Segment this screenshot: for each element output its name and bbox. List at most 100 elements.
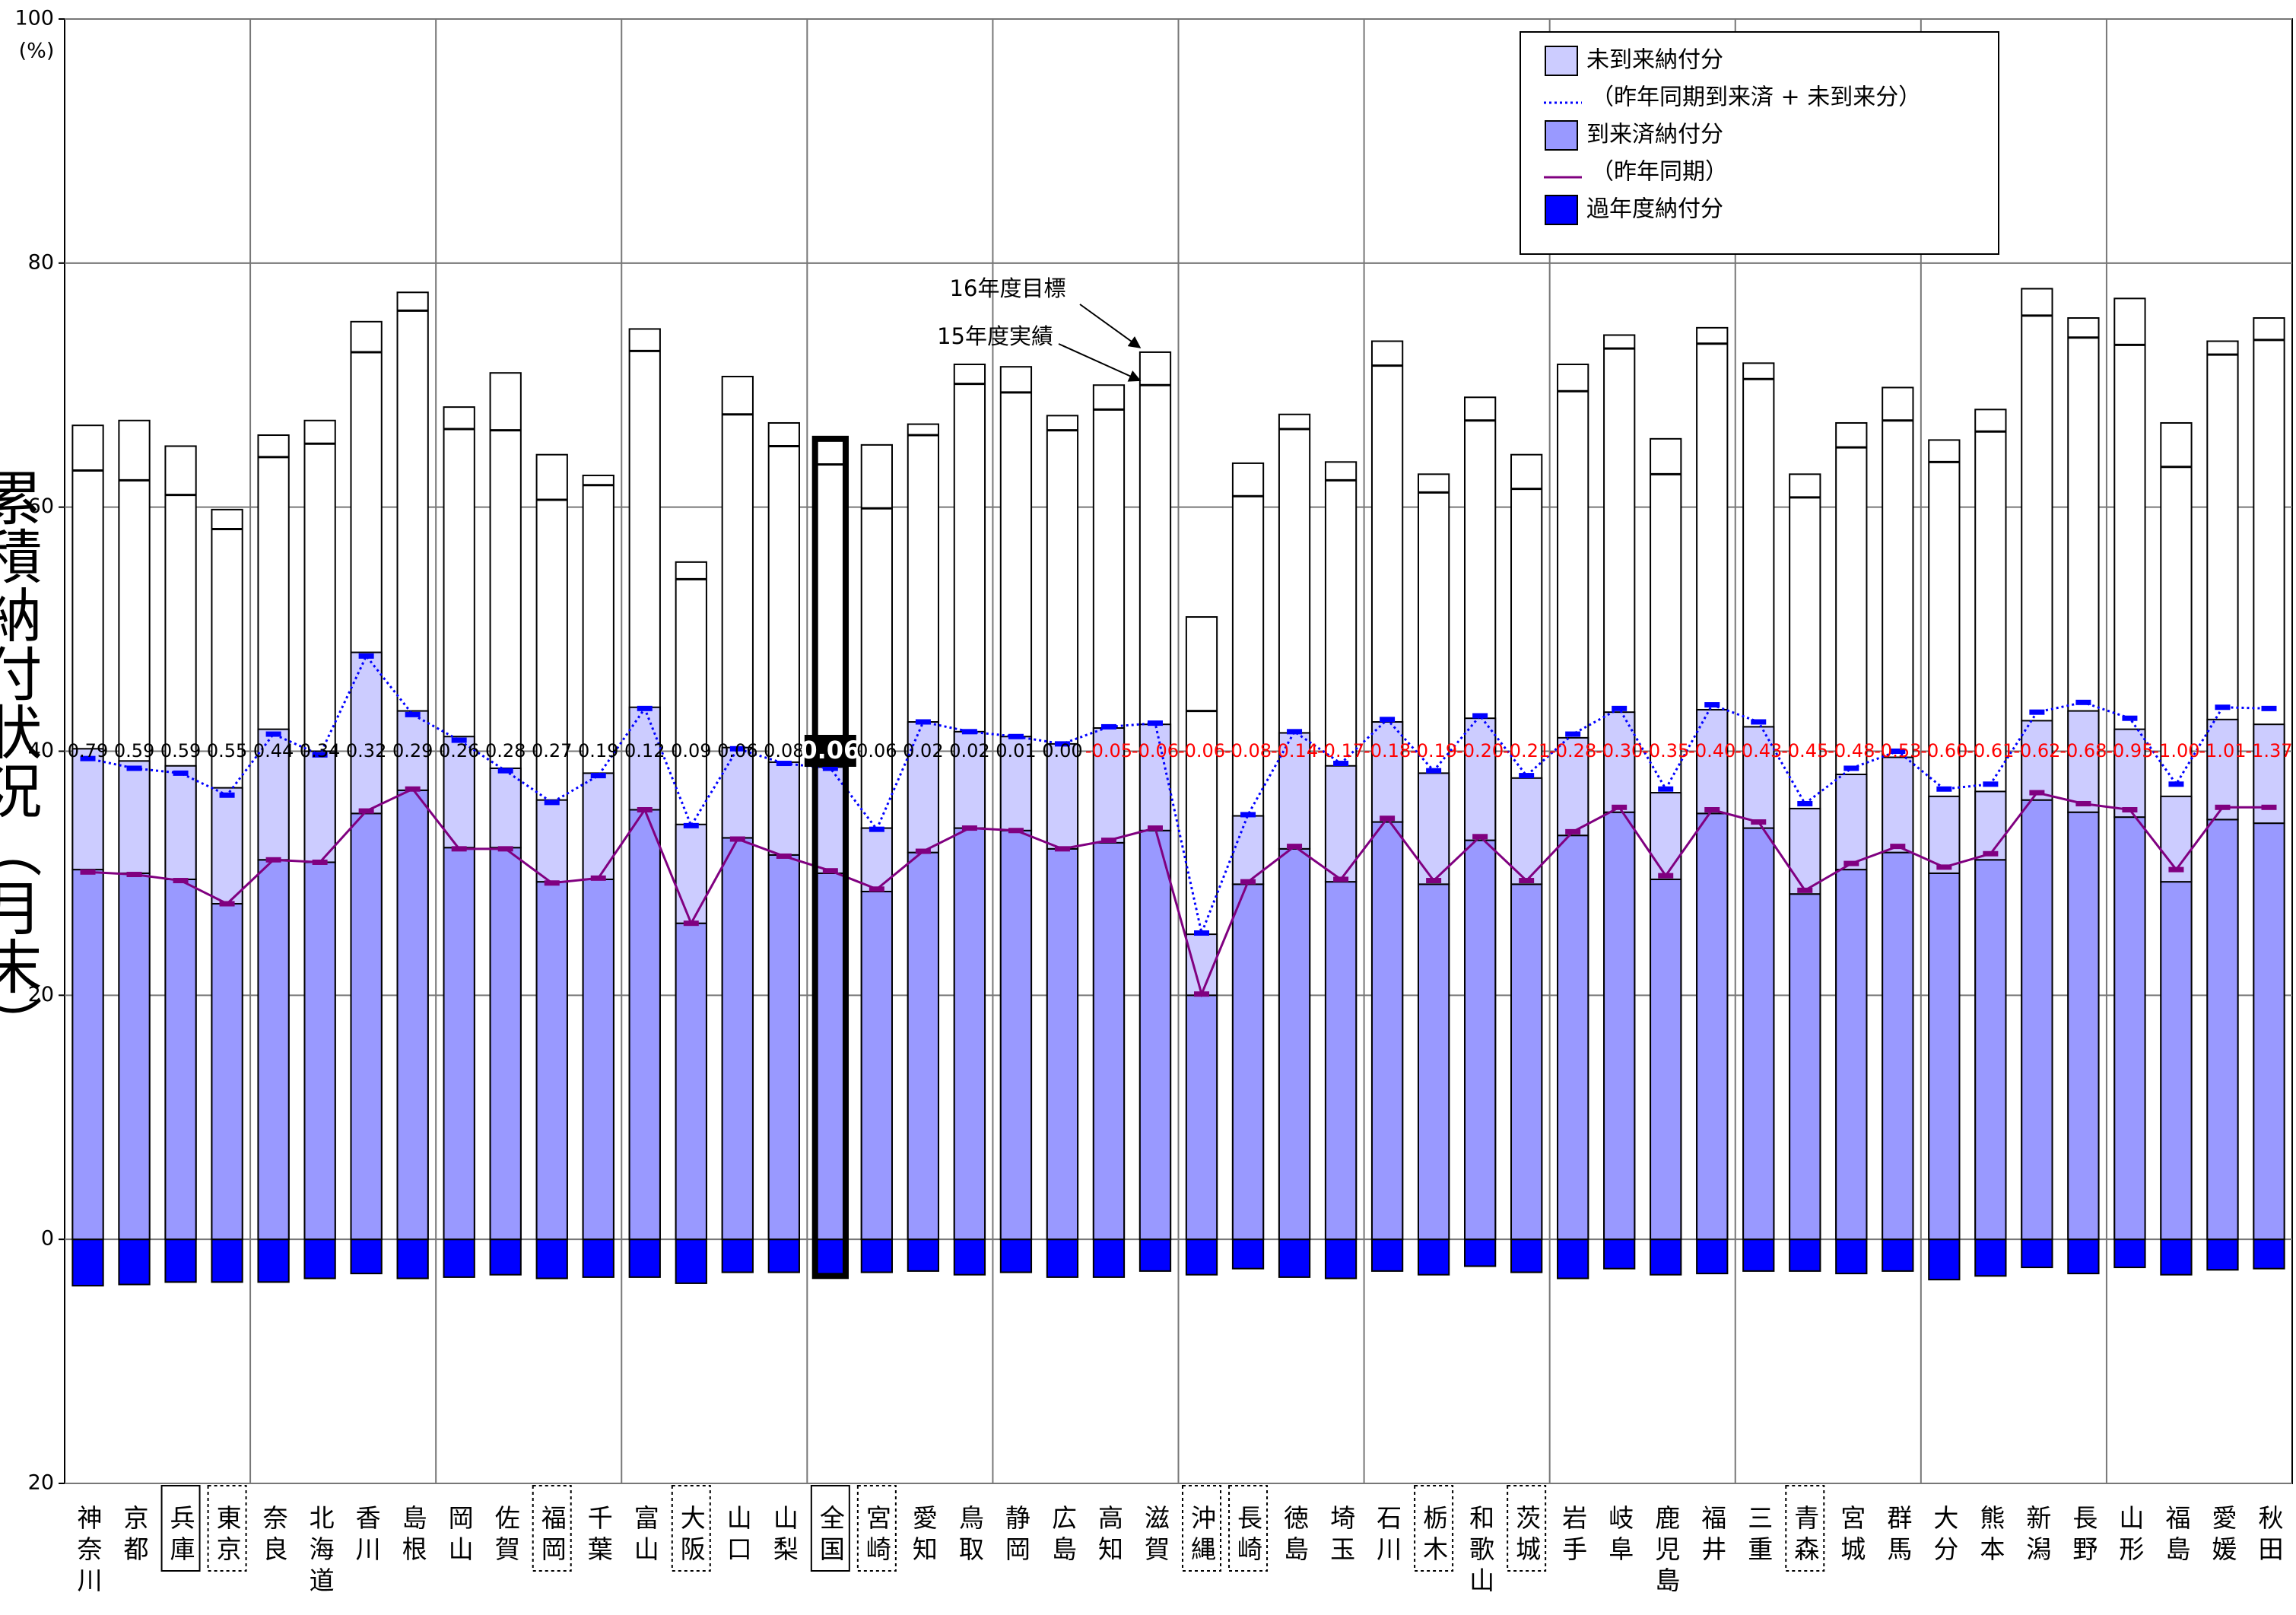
x-tick-label: 岡山 [444,1505,474,1567]
line-marker [451,846,467,852]
x-tick-label: 宮城 [1837,1505,1866,1567]
bar [999,829,1033,1241]
y-tick-label: 60 [28,494,54,518]
bar [1650,878,1682,1241]
line-marker [1751,719,1767,725]
line-marker [1519,878,1535,884]
line-marker [1054,846,1070,852]
x-tick-label: 三重 [1744,1505,1774,1567]
line-marker [2215,704,2231,711]
line-marker [2215,804,2231,810]
bar [1974,1238,2007,1277]
bar [396,1238,429,1280]
difference-label: 0.08 [764,740,804,761]
bar [1046,847,1079,1241]
bar [2113,816,2146,1241]
bar [443,736,475,849]
category-box [810,1485,850,1572]
x-tick-label: 富山 [630,1505,659,1567]
y-tick-label: 100 [14,7,54,30]
difference-label: -0.53 [1874,740,1921,761]
line-marker [219,901,235,907]
difference-label: -0.14 [1271,740,1318,761]
bar [1650,792,1682,880]
bar [1370,821,1404,1241]
bar [1835,1238,1868,1275]
difference-label: 0.06 [717,740,757,761]
x-tick-label: 長野 [2069,1505,2098,1567]
bar [303,1238,336,1280]
x-tick-label: 沖縄 [1187,1505,1217,1567]
line-marker [1287,844,1303,850]
annotation: 15年度実績 [937,323,1053,349]
line-marker [1658,786,1674,792]
difference-label: -0.21 [1503,740,1550,761]
y-tick-label: 0 [41,1227,54,1251]
bar [1789,893,1821,1241]
bar [767,854,800,1241]
difference-label: -0.17 [1317,740,1364,761]
bar [2113,1238,2146,1269]
difference-label: -1.00 [2152,740,2199,761]
line-marker [497,768,513,774]
bar [1231,1238,1265,1270]
bar [2021,1238,2053,1269]
difference-label: -0.06 [1178,740,1225,761]
bar [721,746,754,839]
bar [1417,883,1450,1241]
line-marker [126,765,142,771]
bar [1324,881,1358,1241]
bar [71,869,104,1241]
bar [675,1238,707,1284]
bar [1557,736,1589,837]
bar [303,750,336,863]
line-marker [1194,930,1210,936]
difference-label: -1.01 [2199,740,2246,761]
difference-label: 0.02 [949,740,989,761]
difference-label: 0.27 [532,740,572,761]
line-marker [1797,800,1813,806]
x-tick-label: 宮崎 [862,1505,891,1567]
difference-label: 0.29 [392,740,433,761]
x-tick-label: 千葉 [583,1505,613,1567]
x-tick-label: 愛知 [908,1505,938,1567]
bar [999,1238,1033,1273]
line-marker [1983,850,1999,857]
line-marker [2122,807,2138,812]
bar [1510,777,1543,885]
bar [350,812,383,1241]
annotation: 16年度目標 [950,275,1066,301]
line-marker [1333,876,1349,882]
bar [860,827,894,892]
category-box [1414,1485,1454,1572]
line-marker [1240,879,1256,885]
line-marker [2075,800,2091,806]
category-box [1785,1485,1825,1572]
difference-label: -0.62 [2013,740,2060,761]
line-marker [1565,731,1581,737]
x-tick-label: 石川 [1373,1505,1402,1567]
line-marker [590,773,606,779]
bar [257,1238,290,1283]
bar [71,1238,104,1287]
line-marker [1843,860,1859,866]
line-marker [822,765,838,771]
line-marker [1519,773,1535,779]
line-marker [1100,723,1116,730]
line-marker [405,786,421,792]
difference-label-bg [804,735,856,767]
bar [443,1238,475,1278]
line-marker [1054,741,1070,747]
bar [1882,851,1914,1241]
difference-label: -0.68 [2059,740,2107,761]
difference-label: 0.06 [856,740,897,761]
line-marker [869,826,884,832]
bar [721,1238,754,1273]
bar [1092,841,1126,1241]
annotation-arrow [1079,304,1142,348]
bar [1185,1238,1218,1276]
line-marker [1287,729,1303,735]
legend-label: 未到来納付分 [1586,47,1723,74]
bar [535,1238,568,1280]
line-marker [265,731,281,737]
